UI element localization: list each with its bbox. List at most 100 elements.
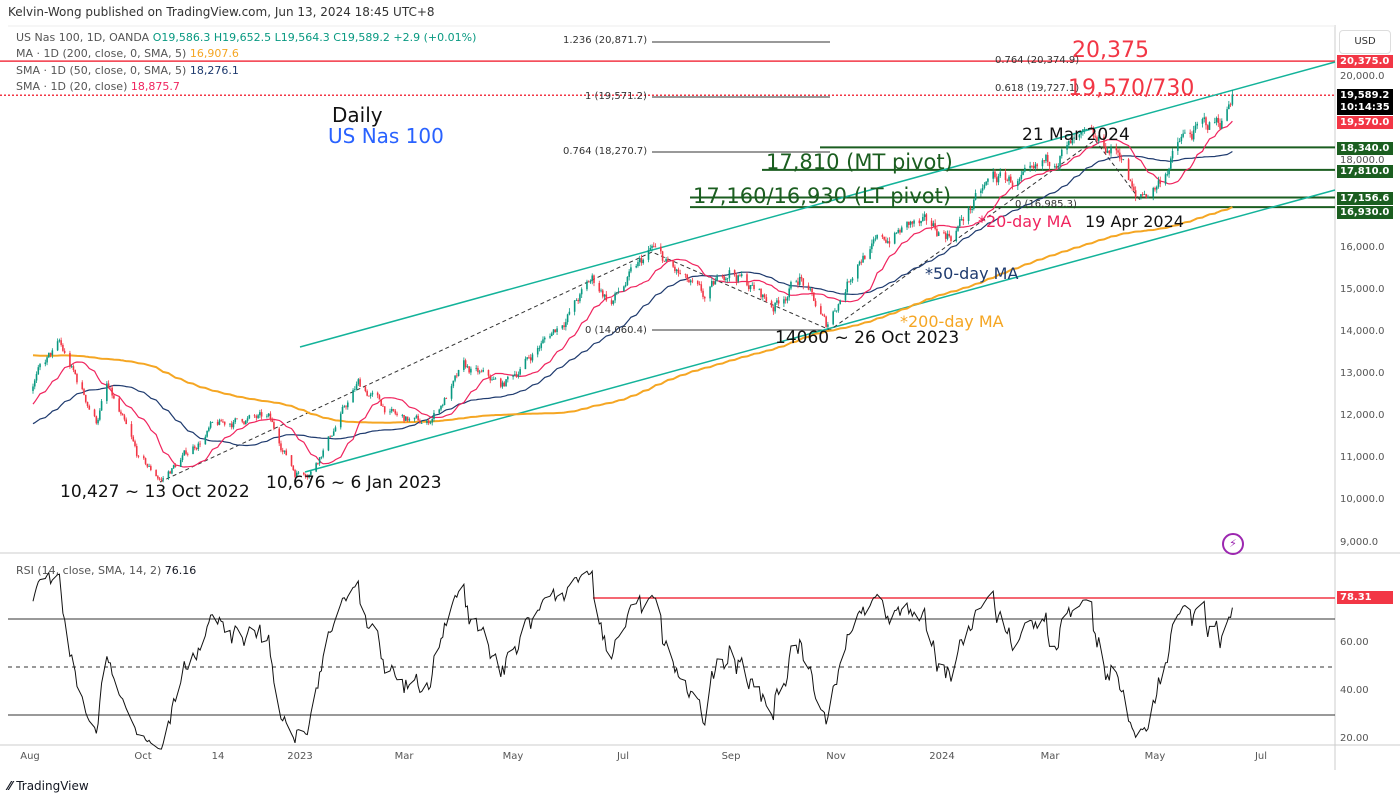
tradingview-footer[interactable]: ⁄⁄ TradingView: [8, 779, 89, 793]
publish-header: Kelvin-Wong published on TradingView.com…: [8, 5, 435, 19]
candle-body: [823, 315, 826, 317]
candle-body: [702, 290, 704, 297]
candle-body: [271, 419, 273, 423]
candle-body: [76, 374, 78, 383]
candle-body: [598, 282, 601, 292]
candle-body: [700, 284, 703, 291]
candle-body: [944, 232, 947, 239]
candle-body: [703, 296, 706, 299]
candle-body: [48, 352, 50, 358]
candle-body: [1143, 194, 1146, 196]
candle-body: [1046, 154, 1049, 162]
sma50-legend[interactable]: SMA · 1D (50, close, 0, SMA, 5) 18,276.1: [16, 64, 239, 77]
currency-button[interactable]: USD: [1339, 30, 1391, 54]
candle-body: [688, 279, 690, 283]
candle-body: [758, 288, 761, 290]
candle-body: [1103, 136, 1105, 147]
candle-body: [62, 344, 64, 351]
time-tick: May: [502, 751, 524, 762]
candle-body: [1022, 171, 1024, 175]
candle-body: [871, 243, 873, 250]
candle-body: [466, 366, 469, 368]
candle-body: [654, 246, 657, 248]
candle-body: [552, 329, 555, 334]
candle-body: [243, 421, 245, 424]
candle-body: [32, 386, 34, 391]
candle-body: [1134, 190, 1137, 197]
candle-body: [514, 374, 516, 376]
candle-body: [253, 415, 256, 417]
candle-body: [600, 290, 602, 292]
candle-body: [464, 360, 467, 368]
candle-body: [568, 311, 571, 315]
lightning-icon[interactable]: ⚡: [1222, 533, 1244, 555]
candle-body: [334, 427, 337, 432]
candle-body: [906, 221, 908, 228]
annotation-19-apr-2024: 19 Apr 2024: [1085, 212, 1184, 231]
candle-body: [638, 258, 641, 263]
time-tick: Mar: [394, 751, 414, 762]
sma50-value: 18,276.1: [189, 64, 239, 77]
candle-body: [63, 350, 66, 353]
candle-body: [1152, 188, 1155, 197]
rsi-tick: 40.00: [1340, 685, 1369, 696]
candle-body: [454, 375, 456, 381]
candle-body: [1104, 146, 1107, 153]
candle-body: [772, 307, 775, 312]
candle-body: [610, 300, 613, 304]
candle-body: [760, 288, 762, 298]
candle-body: [593, 275, 595, 283]
candle-body: [135, 446, 138, 456]
candle-body: [162, 478, 164, 480]
candle-body: [1080, 132, 1082, 135]
candle-body: [185, 450, 187, 454]
candle-body: [1017, 181, 1019, 187]
candle-body: [204, 436, 207, 445]
candle-body: [218, 420, 221, 425]
price-tag-18340: 18,340.0: [1337, 142, 1393, 155]
candle-body: [1171, 150, 1174, 159]
annotation-symbol: US Nas 100: [328, 124, 444, 148]
candle-body: [665, 259, 667, 262]
candle-body: [327, 436, 330, 451]
candle-body: [524, 358, 527, 370]
candle-body: [371, 392, 374, 395]
candle-body: [146, 463, 149, 467]
candle-body: [106, 383, 108, 402]
candle-body: [770, 301, 773, 308]
change-value: +2.9 (+0.01%): [393, 31, 477, 44]
candle-body: [1097, 136, 1100, 142]
candle-body: [158, 478, 161, 480]
candle-body: [864, 255, 866, 259]
rsi-legend[interactable]: RSI (14, close, SMA, 14, 2) 76.16: [16, 564, 196, 577]
candle-body: [630, 267, 632, 272]
candle-body: [726, 277, 729, 279]
candle-body: [445, 398, 448, 400]
candle-body: [199, 443, 201, 445]
candle-body: [885, 239, 887, 243]
candle-body: [616, 292, 618, 294]
candle-body: [220, 420, 222, 422]
candle-body: [378, 395, 381, 400]
candle-body: [969, 208, 972, 211]
candle-body: [401, 414, 404, 416]
candle-body: [295, 472, 298, 477]
candle-body: [674, 266, 676, 272]
sma20-line: [32, 120, 1233, 468]
candle-body: [573, 300, 576, 312]
ma200-legend[interactable]: MA · 1D (200, close, 0, SMA, 5) 16,907.6: [16, 47, 239, 60]
candle-body: [58, 340, 61, 342]
candle-body: [930, 220, 933, 227]
candle-body: [973, 199, 975, 209]
candle-body: [798, 276, 801, 285]
rsi-tag: 78.31: [1337, 591, 1393, 604]
sma20-legend[interactable]: SMA · 1D (20, close) 18,875.7: [16, 80, 180, 93]
price-tag-last: 19,589.2 10:14:35: [1337, 89, 1393, 115]
candle-body: [1031, 165, 1033, 167]
candle-body: [531, 354, 534, 361]
candle-body: [359, 379, 361, 387]
candle-body: [107, 383, 110, 388]
candle-body: [109, 387, 112, 389]
rsi-line: [32, 569, 1233, 750]
